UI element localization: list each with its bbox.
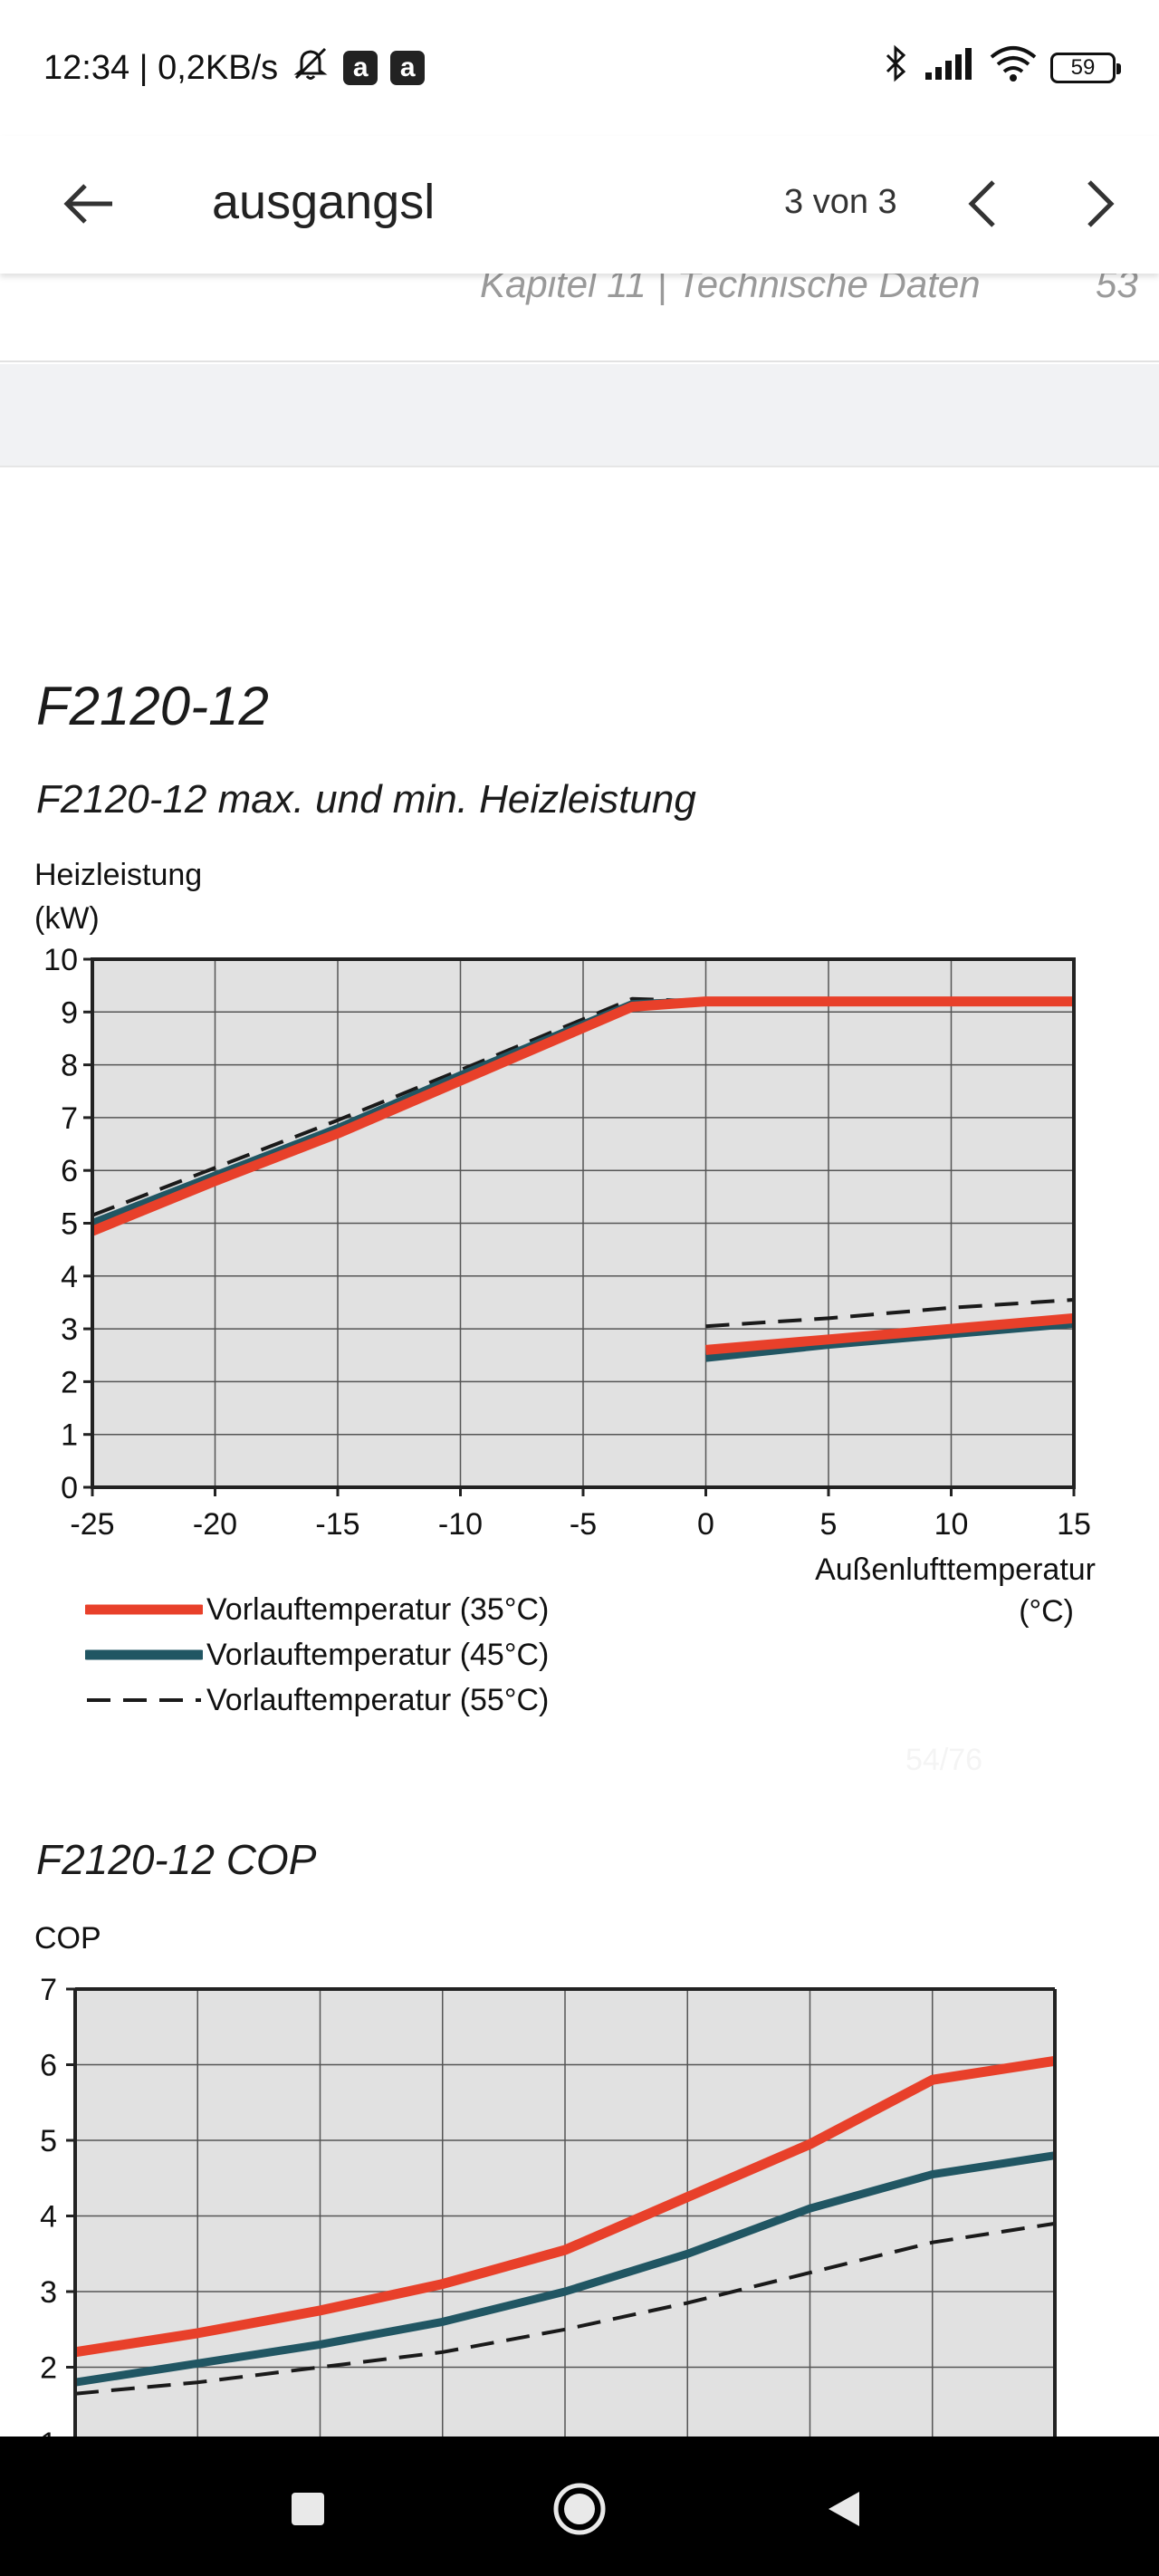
series-line-35c	[74, 2055, 1056, 2358]
heating-chart: 0 1 2 3 4 5 6 7 8 9 10 -25 -20 -15 -10 -5 0 5 10 15	[43, 943, 1091, 1542]
find-in-document-bar: ausgangsl 3 von 3	[0, 136, 1159, 274]
document-title: F2120-12	[36, 676, 269, 736]
legend-swatch-55	[87, 1698, 201, 1702]
x-tick-label: 5	[820, 1507, 838, 1542]
heating-ylabel-line2: (kW)	[34, 901, 100, 936]
y-tick-label: 10	[43, 943, 78, 977]
x-tick-label: 15	[1057, 1507, 1091, 1542]
series-line-35c	[90, 996, 1074, 1236]
page-label: 54/76	[905, 1743, 983, 1777]
x-tick-label: 10	[934, 1507, 969, 1542]
y-tick-label: 7	[40, 1973, 57, 2007]
legend-swatch-35	[85, 1604, 203, 1615]
heating-chart-ylabel: Heizleistung (kW)	[34, 853, 202, 940]
bell-off-icon	[291, 43, 330, 92]
legend-item: Vorlauftemperatur (35°C)	[85, 1587, 549, 1632]
cop-chart-title: F2120-12 COP	[36, 1836, 317, 1883]
chevron-right-icon	[1087, 180, 1115, 227]
battery-icon: 59	[1050, 53, 1121, 83]
cop-chart: 1 2 3 4 5 6 7	[40, 1973, 1057, 2437]
y-tick-label: 0	[61, 1471, 78, 1505]
app-notification-icon: a	[343, 51, 378, 85]
app-notification-icon-2: a	[390, 51, 426, 85]
recents-button[interactable]	[272, 2473, 344, 2545]
bluetooth-icon	[880, 43, 911, 92]
home-button[interactable]	[543, 2473, 616, 2545]
legend-label: Vorlauftemperatur (45°C)	[206, 1637, 550, 1672]
heating-chart-xlabel: Außenlufttemperatur (°C)	[688, 1549, 1096, 1632]
status-bar: 12:34 | 0,2KB/s a a	[0, 0, 1159, 136]
legend-label: Vorlauftemperatur (35°C)	[206, 1591, 550, 1627]
series-line-45c	[74, 2151, 1056, 2387]
x-tick-label: -15	[315, 1507, 359, 1542]
circle-icon	[553, 2483, 606, 2535]
y-tick-label: 4	[40, 2200, 57, 2235]
y-tick-label: 7	[61, 1101, 78, 1136]
y-tick-label: 2	[40, 2351, 57, 2386]
legend-label: Vorlauftemperatur (55°C)	[206, 1682, 550, 1717]
series-line-55c	[74, 2221, 1056, 2396]
heating-chart-title: F2120-12 max. und min. Heizleistung	[36, 777, 696, 822]
y-tick-label: 1	[61, 1418, 78, 1453]
page-separator	[0, 364, 1159, 467]
heating-ylabel-line1: Heizleistung	[34, 858, 203, 892]
y-tick-label: 2	[61, 1365, 78, 1399]
series-line-45c	[705, 1319, 1075, 1362]
wifi-icon	[989, 44, 1038, 91]
triangle-back-icon	[829, 2492, 859, 2526]
series-line-35c	[705, 1312, 1075, 1355]
search-query-input[interactable]: ausgangsl	[212, 175, 436, 229]
y-tick-label: 5	[61, 1207, 78, 1242]
y-tick-label: 3	[61, 1312, 78, 1347]
previous-page-footer: Kapitel 11 | Technische Daten 53	[0, 263, 1159, 362]
square-icon	[292, 2493, 324, 2525]
y-tick-label: 6	[40, 2049, 57, 2083]
y-tick-label: 6	[61, 1154, 78, 1188]
cop-chart-ylabel: COP	[34, 1921, 101, 1956]
back-button[interactable]	[53, 163, 125, 245]
legend-item: Vorlauftemperatur (55°C)	[85, 1677, 549, 1723]
heating-chart-legend: Vorlauftemperatur (35°C) Vorlauftemperat…	[85, 1587, 549, 1723]
match-count: 3 von 3	[784, 183, 897, 221]
legend-item: Vorlauftemperatur (45°C)	[85, 1632, 549, 1677]
system-navigation-bar	[0, 2437, 1159, 2576]
y-tick-label: 1	[40, 2427, 57, 2437]
chevron-left-icon	[968, 180, 995, 227]
y-tick-label: 5	[40, 2124, 57, 2158]
next-match-button[interactable]	[1059, 163, 1141, 245]
plot-frame	[91, 957, 1076, 1489]
x-tick-label: -5	[570, 1507, 597, 1542]
heating-xlabel-line1: Außenlufttemperatur	[815, 1552, 1096, 1587]
y-tick-label: 9	[61, 995, 78, 1030]
status-right: 59	[880, 43, 1121, 92]
signal-icon	[924, 45, 976, 91]
arrow-left-icon	[63, 184, 112, 224]
previous-match-button[interactable]	[942, 163, 1023, 245]
y-tick-label: 8	[61, 1049, 78, 1083]
x-tick-label: 0	[697, 1507, 714, 1542]
legend-swatch-45	[85, 1649, 203, 1660]
heating-xlabel-line2: (°C)	[1019, 1594, 1074, 1629]
x-tick-label: -20	[193, 1507, 237, 1542]
series-line-55c	[705, 1298, 1075, 1329]
y-tick-label: 3	[40, 2275, 57, 2310]
status-time: 12:34 | 0,2KB/s	[43, 48, 279, 87]
y-tick-label: 4	[61, 1260, 78, 1294]
series-line-55c	[91, 996, 706, 1217]
x-tick-label: -25	[70, 1507, 114, 1542]
back-nav-button[interactable]	[808, 2473, 880, 2545]
status-left: 12:34 | 0,2KB/s a a	[43, 43, 426, 92]
x-tick-label: -10	[438, 1507, 483, 1542]
